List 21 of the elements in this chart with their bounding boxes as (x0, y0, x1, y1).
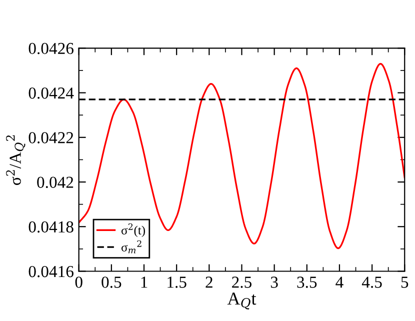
x-tick-label: 0 (75, 276, 82, 288)
legend-label: σ$^{2}$(t) (121, 223, 145, 238)
y-tick-label: 0.0418 (28, 221, 74, 233)
x-tick-label: 0.5 (102, 276, 122, 288)
y-axis-title: σ$^{2}$/A$_{Q}$$^{2}$ (6, 135, 26, 185)
x-tick-label: 2.5 (232, 276, 252, 288)
x-axis-title: A$_{Q}$t (227, 292, 256, 310)
x-tick-label: 1.5 (168, 276, 186, 288)
legend-label: σ$_{m}$$^{2}$ (121, 240, 142, 254)
x-tick-label: 4 (336, 276, 344, 288)
y-tick-label: 0.0422 (28, 132, 74, 144)
x-tick-label: 1 (141, 276, 148, 288)
x-tick-label: 3.5 (297, 276, 317, 288)
x-tick-label: 5 (401, 276, 408, 288)
y-tick-label: 0.0416 (28, 266, 74, 278)
x-tick-label: 4.5 (362, 276, 382, 288)
y-tick-label: 0.0426 (28, 42, 74, 54)
y-tick-label: 0.0424 (28, 87, 74, 99)
x-tick-label: 3 (270, 276, 278, 288)
y-tick-label: 0.042 (37, 176, 74, 188)
x-tick-label: 2 (206, 276, 212, 288)
